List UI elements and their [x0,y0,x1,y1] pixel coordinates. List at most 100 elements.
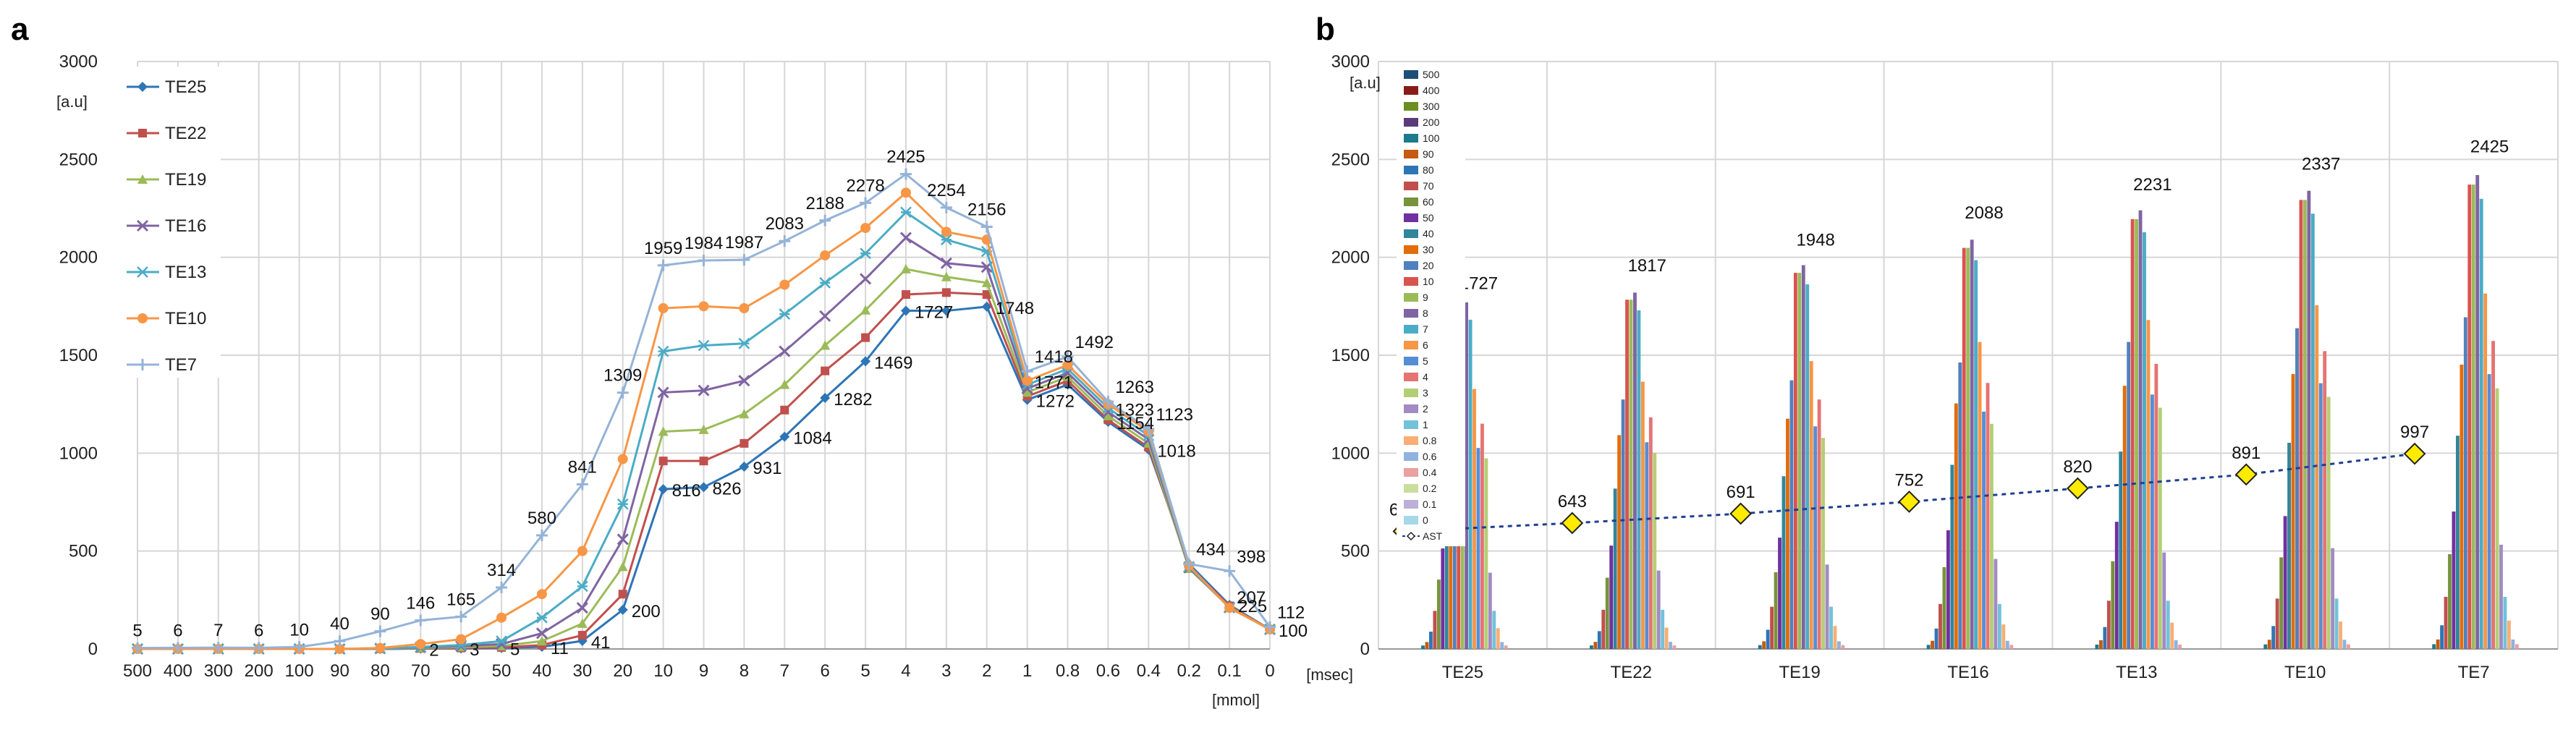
data-label: 434 [1196,540,1225,560]
legend-swatch [1404,484,1418,493]
data-label: 112 [1277,603,1305,623]
data-label: 580 [528,509,556,528]
bar [1601,610,1605,649]
marker-circle [577,546,588,556]
x-tick-label: 200 [245,661,274,681]
data-label: 200 [632,602,661,621]
bar [1762,641,1766,649]
bar [1778,538,1781,649]
bar [1653,453,1656,649]
y-tick-label: 500 [1341,542,1370,561]
legend-label: 40 [1423,228,1434,239]
bar [2111,561,2114,649]
marker-triangle [618,561,628,571]
data-label: 826 [713,479,742,498]
bar [1829,607,1833,649]
y-axis-unit: [a.u] [1350,74,1381,92]
bar [1609,546,1613,649]
bar [1614,488,1617,649]
y-tick-label: 1000 [59,443,98,463]
peak-label: 2425 [2470,137,2509,157]
x-tick-label: 40 [533,661,552,681]
legend-label: 3 [1423,387,1428,399]
bar [1598,631,1601,649]
bar [2263,645,2267,649]
legend-label: 0.1 [1423,498,1437,510]
data-label: 931 [753,459,781,478]
x-tick-label: 300 [204,661,233,681]
data-label: 841 [568,457,597,477]
x-tick-label: TE19 [1779,663,1820,682]
bar [1630,300,1633,649]
y-tick-label: 3000 [1331,52,1370,72]
ast-label: 643 [1558,492,1587,512]
bar [2464,317,2467,649]
data-label: 10 [289,620,309,640]
bar [2499,545,2503,649]
ast-marker [1899,491,1920,512]
legend-swatch [1404,118,1418,127]
data-label: 1282 [834,390,872,409]
legend-swatch [1404,182,1418,190]
series-ast: 601643691752820891997 [1389,423,2429,541]
legend-swatch [1404,420,1418,429]
x-tick-label: 0.6 [1096,661,1120,681]
marker-square [578,631,587,640]
data-label: 6 [254,621,263,640]
bar [2515,644,2519,649]
bar [1994,559,1997,649]
data-label: 2156 [967,200,1006,219]
marker-circle [537,589,547,599]
bar [2147,320,2151,649]
x-axis-unit: [msec] [1306,666,1353,684]
data-label: 1018 [1157,441,1195,461]
legend-label: 4 [1423,371,1428,383]
panel-a-label: a [11,12,29,47]
bar [2480,199,2483,649]
bar [2119,451,2122,649]
ast-label: 997 [2400,423,2429,442]
legend-swatch [1404,261,1418,270]
bar [1770,607,1774,649]
bar [2444,597,2448,649]
bar-group-te7 [2432,175,2519,649]
data-label: 1263 [1115,378,1153,397]
bar [2335,598,2339,649]
bar [1935,629,1939,649]
legend-label: 20 [1423,260,1434,271]
legend-swatch [1404,166,1418,174]
x-tick-label: 20 [613,661,632,681]
bar [2006,641,2009,649]
bar [1931,641,1934,649]
bar [2268,640,2271,649]
legend-swatch [1404,436,1418,445]
bar [1774,572,1778,649]
bar [2115,522,2119,649]
x-tick-label: 3 [941,661,951,681]
y-tick-label: 1500 [59,346,98,365]
bar [2456,436,2460,649]
bar [1834,626,1837,649]
marker-circle [1224,603,1234,613]
peak-label: 1817 [1628,256,1666,276]
data-label: 11 [551,639,569,658]
marker-square [902,290,910,299]
y-tick-label: 2500 [1331,150,1370,169]
legend-label: 80 [1423,164,1434,176]
marker-circle [618,454,628,464]
marker-circle [658,303,669,313]
bar [2170,623,2174,649]
x-tick-label: 500 [123,661,152,681]
y-tick-label: 3000 [59,52,98,72]
bar [1794,273,1797,649]
y-tick-label: 1000 [1331,443,1370,463]
bar [2143,232,2146,649]
bar [1477,448,1480,649]
x-tick-label: 8 [740,661,749,681]
data-label: 90 [370,605,390,624]
bar [2343,640,2347,649]
legend-label: 0.8 [1423,435,1437,446]
y-axis-unit: [a.u] [56,93,88,111]
bar [2432,644,2436,649]
